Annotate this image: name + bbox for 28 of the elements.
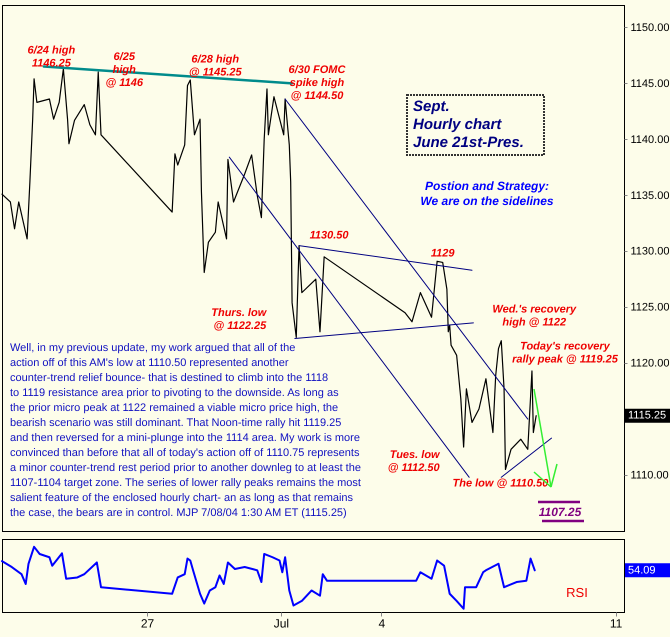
annotation: 1130.50 — [310, 230, 350, 242]
annotation: Postion and Strategy: We are on the sidelines — [420, 179, 554, 208]
y-tick-label: 1125.00 — [630, 302, 670, 314]
y-tick-label: 1140.00 — [630, 134, 670, 146]
y-tick-label: 1135.00 — [630, 190, 670, 202]
x-tick-label: 11 — [610, 616, 623, 630]
annotation: Wed.'s recovery high @ 1122 — [492, 304, 578, 329]
annotation: 6/24 high 1146.25 — [28, 44, 76, 70]
x-tick-label: Jul — [274, 616, 290, 630]
annotation: RSI — [566, 585, 588, 600]
y-tick-label: 1150.00 — [630, 22, 670, 34]
text: Well, in my previous update, my work argued that all of the action off of this AM's low at 1110.50 represented another counter-trend relief bounce- that is destined to climb into the 1118 to 1119 resistance area prior to pivoting to the downside. As long as the prior micro peak at 1122 remained a viable micro price high, the bearish scenario was still dominant. That Noon-time rally hit 1119.25 and then reversed for a mini-plunge into the 1114 area. My work is more convinced than before that all of today's action off of 1110.75 represents a minor counter-trend rest period prior to another downleg to at least the 1107-1104 target zone. The series of lower rally peaks remains the most salient feature of the enclosed hourly chart- an as long as that remains the case, the bears are in control. MJP 7/08/04 1:30 AM ET (1115.25) — [10, 342, 361, 519]
y-tick-label: 1130.00 — [630, 246, 670, 258]
text: 1115.25 — [628, 410, 666, 422]
annotation: Thurs. low @ 1122.25 — [211, 306, 268, 332]
text: 54.09 — [628, 564, 656, 576]
x-tick-label: 4 — [378, 616, 386, 630]
y-tick-label: 1145.00 — [630, 78, 670, 90]
annotation: Today's recovery rally peak @ 1119.25 — [512, 340, 619, 366]
annotation: Tues. low @ 1112.50 — [388, 449, 442, 474]
y-tick-label: 1120.00 — [630, 358, 670, 370]
annotation: 1129 — [430, 247, 456, 260]
annotation: 1107.25 — [538, 505, 582, 519]
text: Sept. Hourly chart June 21st-Pres. — [413, 98, 524, 151]
x-tick-label: 27 — [140, 616, 155, 630]
annotation: The low @ 1110.50 — [452, 477, 550, 490]
annotation: 6/30 FOMC spike high @ 1144.50 — [288, 64, 346, 102]
y-tick-label: 1110.00 — [630, 470, 669, 482]
